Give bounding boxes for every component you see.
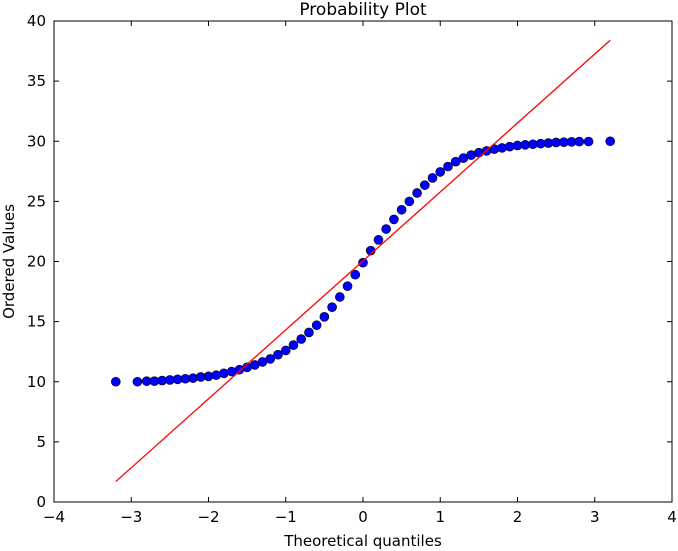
data-point (605, 136, 616, 147)
x-tick-label: −2 (197, 508, 219, 526)
y-axis-label: Ordered Values (0, 204, 18, 319)
y-tick-label: 20 (27, 253, 46, 271)
data-point (435, 167, 446, 177)
x-tick-label: −4 (43, 508, 65, 526)
data-point (304, 327, 314, 338)
x-tick-label: 0 (358, 508, 368, 526)
chart-title: Probability Plot (299, 0, 427, 20)
y-tick-label: 35 (27, 72, 46, 90)
x-tick-label: 1 (435, 508, 445, 526)
data-point (132, 376, 143, 387)
data-point (396, 204, 407, 215)
data-point (296, 334, 307, 344)
x-tick-label: −1 (275, 508, 297, 526)
data-point (358, 257, 368, 268)
data-point (280, 345, 291, 356)
data-point (412, 188, 422, 198)
y-tick-label: 5 (36, 433, 46, 451)
y-tick-label: 25 (27, 192, 46, 210)
y-tick-label: 15 (27, 313, 46, 331)
x-tick-label: 2 (513, 508, 523, 526)
data-point (389, 214, 399, 225)
x-axis-label: Theoretical quantiles (283, 532, 442, 550)
fit-line (115, 39, 611, 483)
data-point (450, 156, 461, 167)
data-point (373, 235, 384, 245)
x-tick-label: 4 (667, 508, 677, 526)
data-point (273, 349, 283, 360)
data-point (327, 302, 337, 312)
data-point (427, 173, 438, 183)
data-point (381, 224, 391, 234)
y-tick-label: 0 (36, 493, 46, 511)
data-point (111, 376, 121, 387)
data-marks (111, 39, 616, 483)
data-point (443, 161, 453, 172)
x-tick-label: 3 (590, 508, 600, 526)
data-point (342, 281, 353, 291)
data-point (335, 292, 345, 302)
y-tick-label: 30 (27, 132, 46, 150)
data-point (404, 196, 415, 207)
data-point (265, 354, 276, 364)
data-point (311, 320, 322, 331)
data-point (288, 340, 299, 350)
data-point (419, 180, 430, 190)
y-tick-label: 40 (27, 12, 46, 30)
data-point (350, 269, 361, 280)
x-tick-label: −3 (120, 508, 142, 526)
data-point (583, 136, 594, 147)
data-point (574, 136, 585, 147)
y-tick-label: 10 (27, 373, 46, 391)
data-point (319, 312, 330, 322)
